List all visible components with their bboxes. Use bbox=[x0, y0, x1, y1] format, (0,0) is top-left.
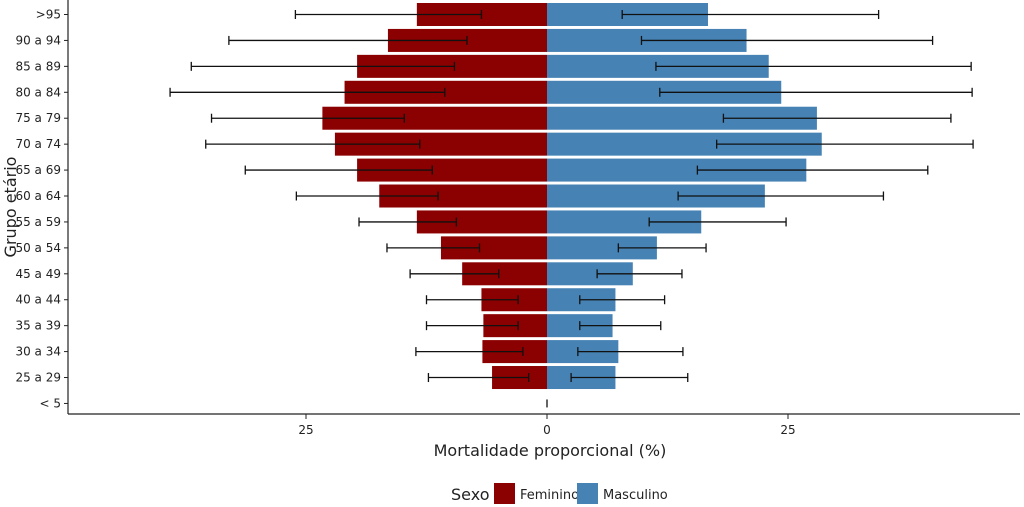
bar-masculino-45-a-49 bbox=[547, 262, 633, 286]
legend-swatch-feminino bbox=[494, 483, 515, 504]
error-bar-feminino-55-a-59 bbox=[358, 217, 458, 227]
x-tick-label: 25 bbox=[298, 423, 313, 437]
bar-feminino-45-a-49 bbox=[462, 262, 547, 286]
bar-masculino-50-a-54 bbox=[547, 236, 657, 260]
legend: Sexo Feminino Masculino bbox=[451, 483, 668, 504]
error-bar-masculino-55-a-59 bbox=[648, 217, 787, 227]
error-bar-feminino-85-a-89 bbox=[190, 61, 456, 71]
error-bar-masculino-80-a-84 bbox=[659, 87, 973, 97]
bar-masculino-55-a-59 bbox=[547, 210, 702, 234]
y-tick-label: 65 a 69 bbox=[15, 163, 61, 177]
error-bar-masculino-50-a-54 bbox=[617, 243, 707, 253]
bar-feminino-60-a-64 bbox=[379, 184, 547, 208]
y-tick-label: 45 a 49 bbox=[15, 267, 61, 281]
error-bar-masculino-30-a-34 bbox=[577, 347, 684, 357]
bar-feminino-70-a-74 bbox=[334, 132, 547, 156]
y-tick-label: 35 a 39 bbox=[15, 319, 61, 333]
legend-label-masculino: Masculino bbox=[603, 488, 668, 503]
error-bar-masculino-65-a-69 bbox=[696, 165, 929, 175]
error-bar-feminino-40-a-44 bbox=[425, 295, 519, 305]
y-tick-label: 85 a 89 bbox=[15, 59, 61, 73]
y-tick-label: 30 a 34 bbox=[15, 345, 61, 359]
y-tick-label: 90 a 94 bbox=[15, 33, 61, 47]
error-bar-feminino-50-a-54 bbox=[386, 243, 481, 253]
y-tick-label: < 5 bbox=[39, 396, 61, 410]
error-bar-masculino-90-a-94 bbox=[640, 35, 934, 45]
error-bar-masculino-60-a-64 bbox=[677, 191, 885, 201]
error-bar-feminino-45-a-49 bbox=[409, 269, 500, 279]
y-tick-label: 50 a 54 bbox=[15, 241, 61, 255]
error-bar-feminino-95 bbox=[294, 10, 483, 19]
error-bar-feminino-70-a-74 bbox=[205, 139, 421, 149]
bar-feminino-55-a-59 bbox=[416, 210, 547, 234]
error-bar-masculino-70-a-74 bbox=[716, 139, 974, 149]
legend-label-feminino: Feminino bbox=[520, 488, 579, 503]
y-tick-label: >95 bbox=[36, 8, 61, 22]
error-bar-feminino-75-a-79 bbox=[210, 113, 405, 123]
bar-feminino-65-a-69 bbox=[357, 158, 547, 182]
y-tick-label: 40 a 44 bbox=[15, 293, 61, 307]
y-tick-label: 25 a 29 bbox=[15, 371, 61, 385]
x-tick-label: 25 bbox=[780, 423, 795, 437]
error-bar-feminino-60-a-64 bbox=[295, 191, 439, 201]
y-tick-label: 70 a 74 bbox=[15, 137, 61, 151]
error-bar-masculino-40-a-44 bbox=[579, 295, 666, 305]
error-bar-feminino-35-a-39 bbox=[425, 321, 519, 331]
y-tick-label: 55 a 59 bbox=[15, 215, 61, 229]
bar-masculino-65-a-69 bbox=[547, 158, 807, 182]
legend-title: Sexo bbox=[451, 485, 489, 504]
y-tick-label: 60 a 64 bbox=[15, 189, 61, 203]
x-axis-title: Mortalidade proporcional (%) bbox=[434, 441, 667, 460]
error-bar-feminino-30-a-34 bbox=[415, 347, 524, 357]
axes-layer bbox=[67, 0, 1020, 415]
error-bar-masculino-45-a-49 bbox=[596, 269, 683, 279]
error-bar-masculino-25-a-29 bbox=[570, 373, 689, 383]
bar-feminino-75-a-79 bbox=[322, 106, 547, 130]
y-tick-label: 75 a 79 bbox=[15, 111, 61, 125]
y-axis-title: Grupo etário bbox=[1, 157, 20, 258]
error-bar-feminino-90-a-94 bbox=[228, 35, 468, 45]
x-tick-label: 0 bbox=[543, 423, 551, 437]
error-bar-masculino-85-a-89 bbox=[655, 61, 972, 71]
y-tick-label: 80 a 84 bbox=[15, 85, 61, 99]
error-bar-masculino-75-a-79 bbox=[722, 113, 952, 123]
bar-masculino-70-a-74 bbox=[547, 132, 822, 156]
x-ticks-layer: 25 0 25 bbox=[298, 414, 796, 437]
error-bar-feminino-80-a-84 bbox=[169, 87, 446, 97]
error-bar-feminino-25-a-29 bbox=[427, 373, 530, 383]
y-ticks-layer: >95 90 a 94 85 a 89 80 a 84 75 a 79 70 a 74 65… bbox=[15, 8, 68, 410]
error-bar-feminino-65-a-69 bbox=[244, 165, 433, 175]
bar-masculino-60-a-64 bbox=[547, 184, 765, 208]
bar-masculino-75-a-79 bbox=[547, 106, 817, 130]
legend-swatch-masculino bbox=[577, 483, 598, 504]
error-bars-layer bbox=[169, 10, 974, 408]
bar-feminino-80-a-84 bbox=[344, 80, 547, 104]
bars-layer bbox=[322, 3, 822, 390]
error-bar-masculino-95 bbox=[621, 10, 880, 19]
bar-feminino-50-a-54 bbox=[440, 236, 547, 260]
error-bar-masculino-35-a-39 bbox=[579, 321, 662, 331]
